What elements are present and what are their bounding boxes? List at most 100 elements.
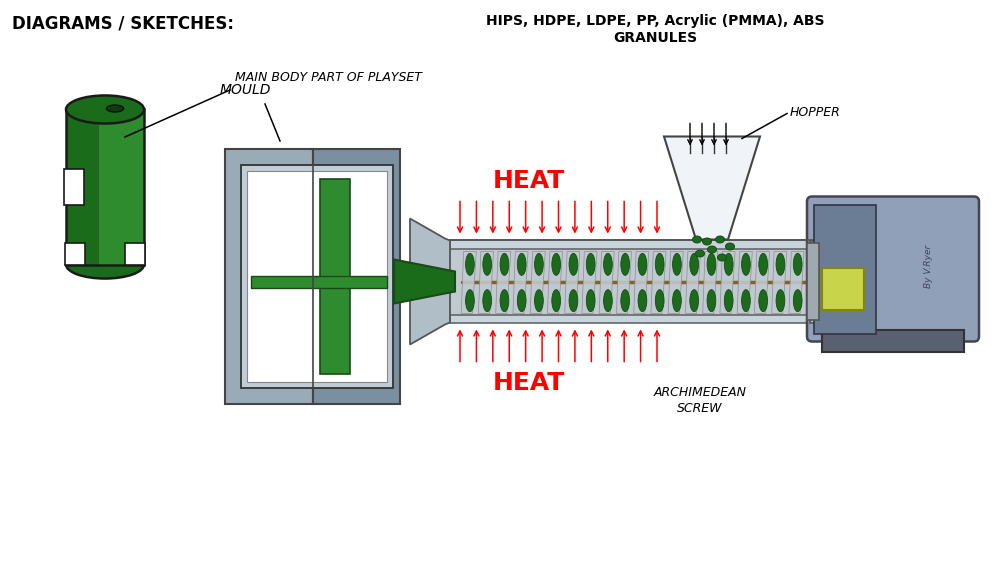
Bar [99,110,144,265]
Ellipse shape [696,250,704,257]
Ellipse shape [759,253,768,275]
Text: By V.Ryer: By V.Ryer [924,245,933,288]
Ellipse shape [716,236,724,243]
Ellipse shape [655,289,664,312]
Polygon shape [789,252,804,314]
Ellipse shape [586,253,595,275]
Polygon shape [616,252,632,314]
Ellipse shape [724,253,733,275]
Polygon shape [664,137,760,239]
Polygon shape [703,252,718,314]
Polygon shape [513,252,528,314]
Ellipse shape [638,289,647,312]
Bar [814,206,876,333]
Polygon shape [685,252,701,314]
Polygon shape [450,241,815,248]
Polygon shape [634,252,649,314]
Polygon shape [565,252,580,314]
Polygon shape [754,252,770,314]
Ellipse shape [552,253,561,275]
Ellipse shape [726,243,734,250]
Ellipse shape [621,253,630,275]
Bar [247,171,387,382]
Ellipse shape [466,253,474,275]
Text: HEAT: HEAT [492,169,565,193]
Ellipse shape [690,289,699,312]
Bar [64,169,84,205]
Ellipse shape [702,238,712,245]
Polygon shape [651,252,666,314]
Polygon shape [394,260,455,303]
Bar [125,243,145,265]
Ellipse shape [690,253,699,275]
Bar [807,243,819,320]
Text: HEAT: HEAT [492,370,565,395]
Bar [822,329,964,351]
Ellipse shape [793,289,802,312]
Ellipse shape [742,253,750,275]
FancyBboxPatch shape [807,197,979,342]
Text: HIPS, HDPE, LDPE, PP, Acrylic (PMMA), ABS
GRANULES: HIPS, HDPE, LDPE, PP, Acrylic (PMMA), AB… [486,14,824,45]
Ellipse shape [692,236,702,243]
Bar [251,275,387,288]
Polygon shape [772,252,787,314]
Bar [66,110,144,265]
Polygon shape [450,315,815,323]
Polygon shape [461,252,476,314]
Ellipse shape [638,253,647,275]
Ellipse shape [673,253,681,275]
Ellipse shape [793,253,802,275]
Ellipse shape [569,253,578,275]
Ellipse shape [724,289,733,312]
Ellipse shape [604,289,612,312]
Polygon shape [737,252,752,314]
Ellipse shape [708,246,716,253]
Ellipse shape [707,289,716,312]
Bar [312,149,400,404]
Polygon shape [530,252,545,314]
Ellipse shape [776,253,785,275]
Ellipse shape [673,289,681,312]
Polygon shape [547,252,563,314]
Ellipse shape [66,96,144,124]
Bar [225,149,312,404]
Ellipse shape [655,253,664,275]
Polygon shape [720,252,735,314]
Polygon shape [410,219,450,345]
Ellipse shape [106,105,124,112]
Polygon shape [478,252,494,314]
Text: ARCHIMEDEAN
SCREW: ARCHIMEDEAN SCREW [654,387,746,415]
Bar [450,248,815,315]
Ellipse shape [776,289,785,312]
Ellipse shape [66,251,144,279]
Bar [65,243,85,265]
Ellipse shape [483,253,492,275]
Bar [66,110,99,265]
Ellipse shape [569,289,578,312]
Ellipse shape [707,253,716,275]
Text: MOULD: MOULD [220,83,271,97]
Polygon shape [668,252,683,314]
Polygon shape [496,252,511,314]
Polygon shape [599,252,614,314]
Ellipse shape [500,289,509,312]
Ellipse shape [535,253,543,275]
Ellipse shape [586,289,595,312]
Ellipse shape [718,254,726,261]
Ellipse shape [604,253,612,275]
Polygon shape [582,252,597,314]
Bar [810,241,818,323]
Ellipse shape [483,289,492,312]
Bar [822,268,864,310]
Text: HOPPER: HOPPER [790,106,841,119]
Ellipse shape [500,253,509,275]
Ellipse shape [759,289,768,312]
Ellipse shape [517,289,526,312]
Text: MAIN BODY PART OF PLAYSET: MAIN BODY PART OF PLAYSET [235,71,422,84]
Ellipse shape [552,289,561,312]
Ellipse shape [742,289,750,312]
Bar [320,179,350,374]
Text: DIAGRAMS / SKETCHES:: DIAGRAMS / SKETCHES: [12,14,234,32]
Bar [241,165,393,388]
Ellipse shape [535,289,543,312]
